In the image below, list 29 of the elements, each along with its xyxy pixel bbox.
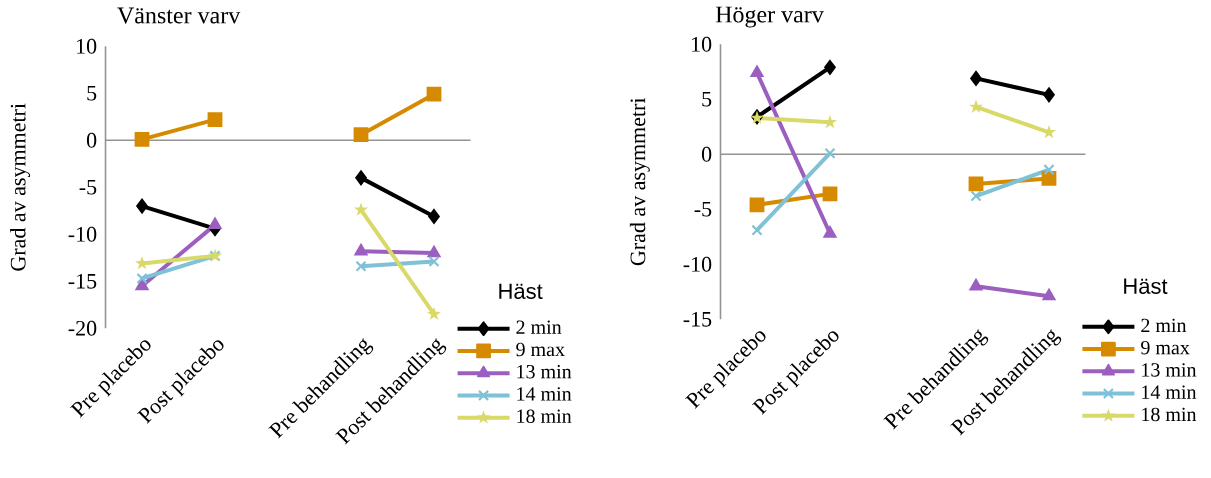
y-tick-label: -5: [79, 179, 97, 195]
legend-label: 18 min: [517, 409, 572, 423]
legend-label: 9 max: [516, 342, 565, 357]
y-tick-label: 10: [77, 38, 97, 54]
legend-label: 13 min: [1142, 363, 1197, 377]
y-tick-label: -15: [683, 311, 712, 327]
chart-title: Vänster varv: [117, 7, 241, 24]
legend-title: Häst: [499, 283, 543, 299]
y-axis-title: Grad av asymmetri: [10, 103, 31, 271]
y-tick-label: 5: [702, 91, 712, 107]
legend-title: Häst: [1124, 278, 1168, 294]
legend-label: 14 min: [517, 387, 572, 401]
y-tick-label: 10: [692, 36, 712, 52]
y-tick-label: 5: [87, 85, 97, 101]
chart-title: Höger varv: [715, 6, 824, 28]
y-tick-label: -10: [68, 226, 97, 242]
legend-label: 18 min: [1142, 407, 1197, 422]
y-tick-label: -20: [68, 320, 97, 336]
y-tick-label: -10: [683, 256, 712, 272]
legend-label: 9 max: [1141, 340, 1190, 355]
y-tick-label: -5: [694, 201, 712, 217]
y-axis-title: Grad av asymmetri: [629, 97, 650, 266]
y-tick-label: 0: [701, 146, 712, 162]
legend-label: 13 min: [517, 364, 572, 379]
legend-label: 2 min: [1141, 318, 1187, 332]
y-tick-label: -15: [68, 273, 97, 289]
y-tick-label: 0: [86, 132, 97, 148]
legend-label: 14 min: [1142, 385, 1197, 399]
legend-label: 2 min: [516, 320, 562, 334]
